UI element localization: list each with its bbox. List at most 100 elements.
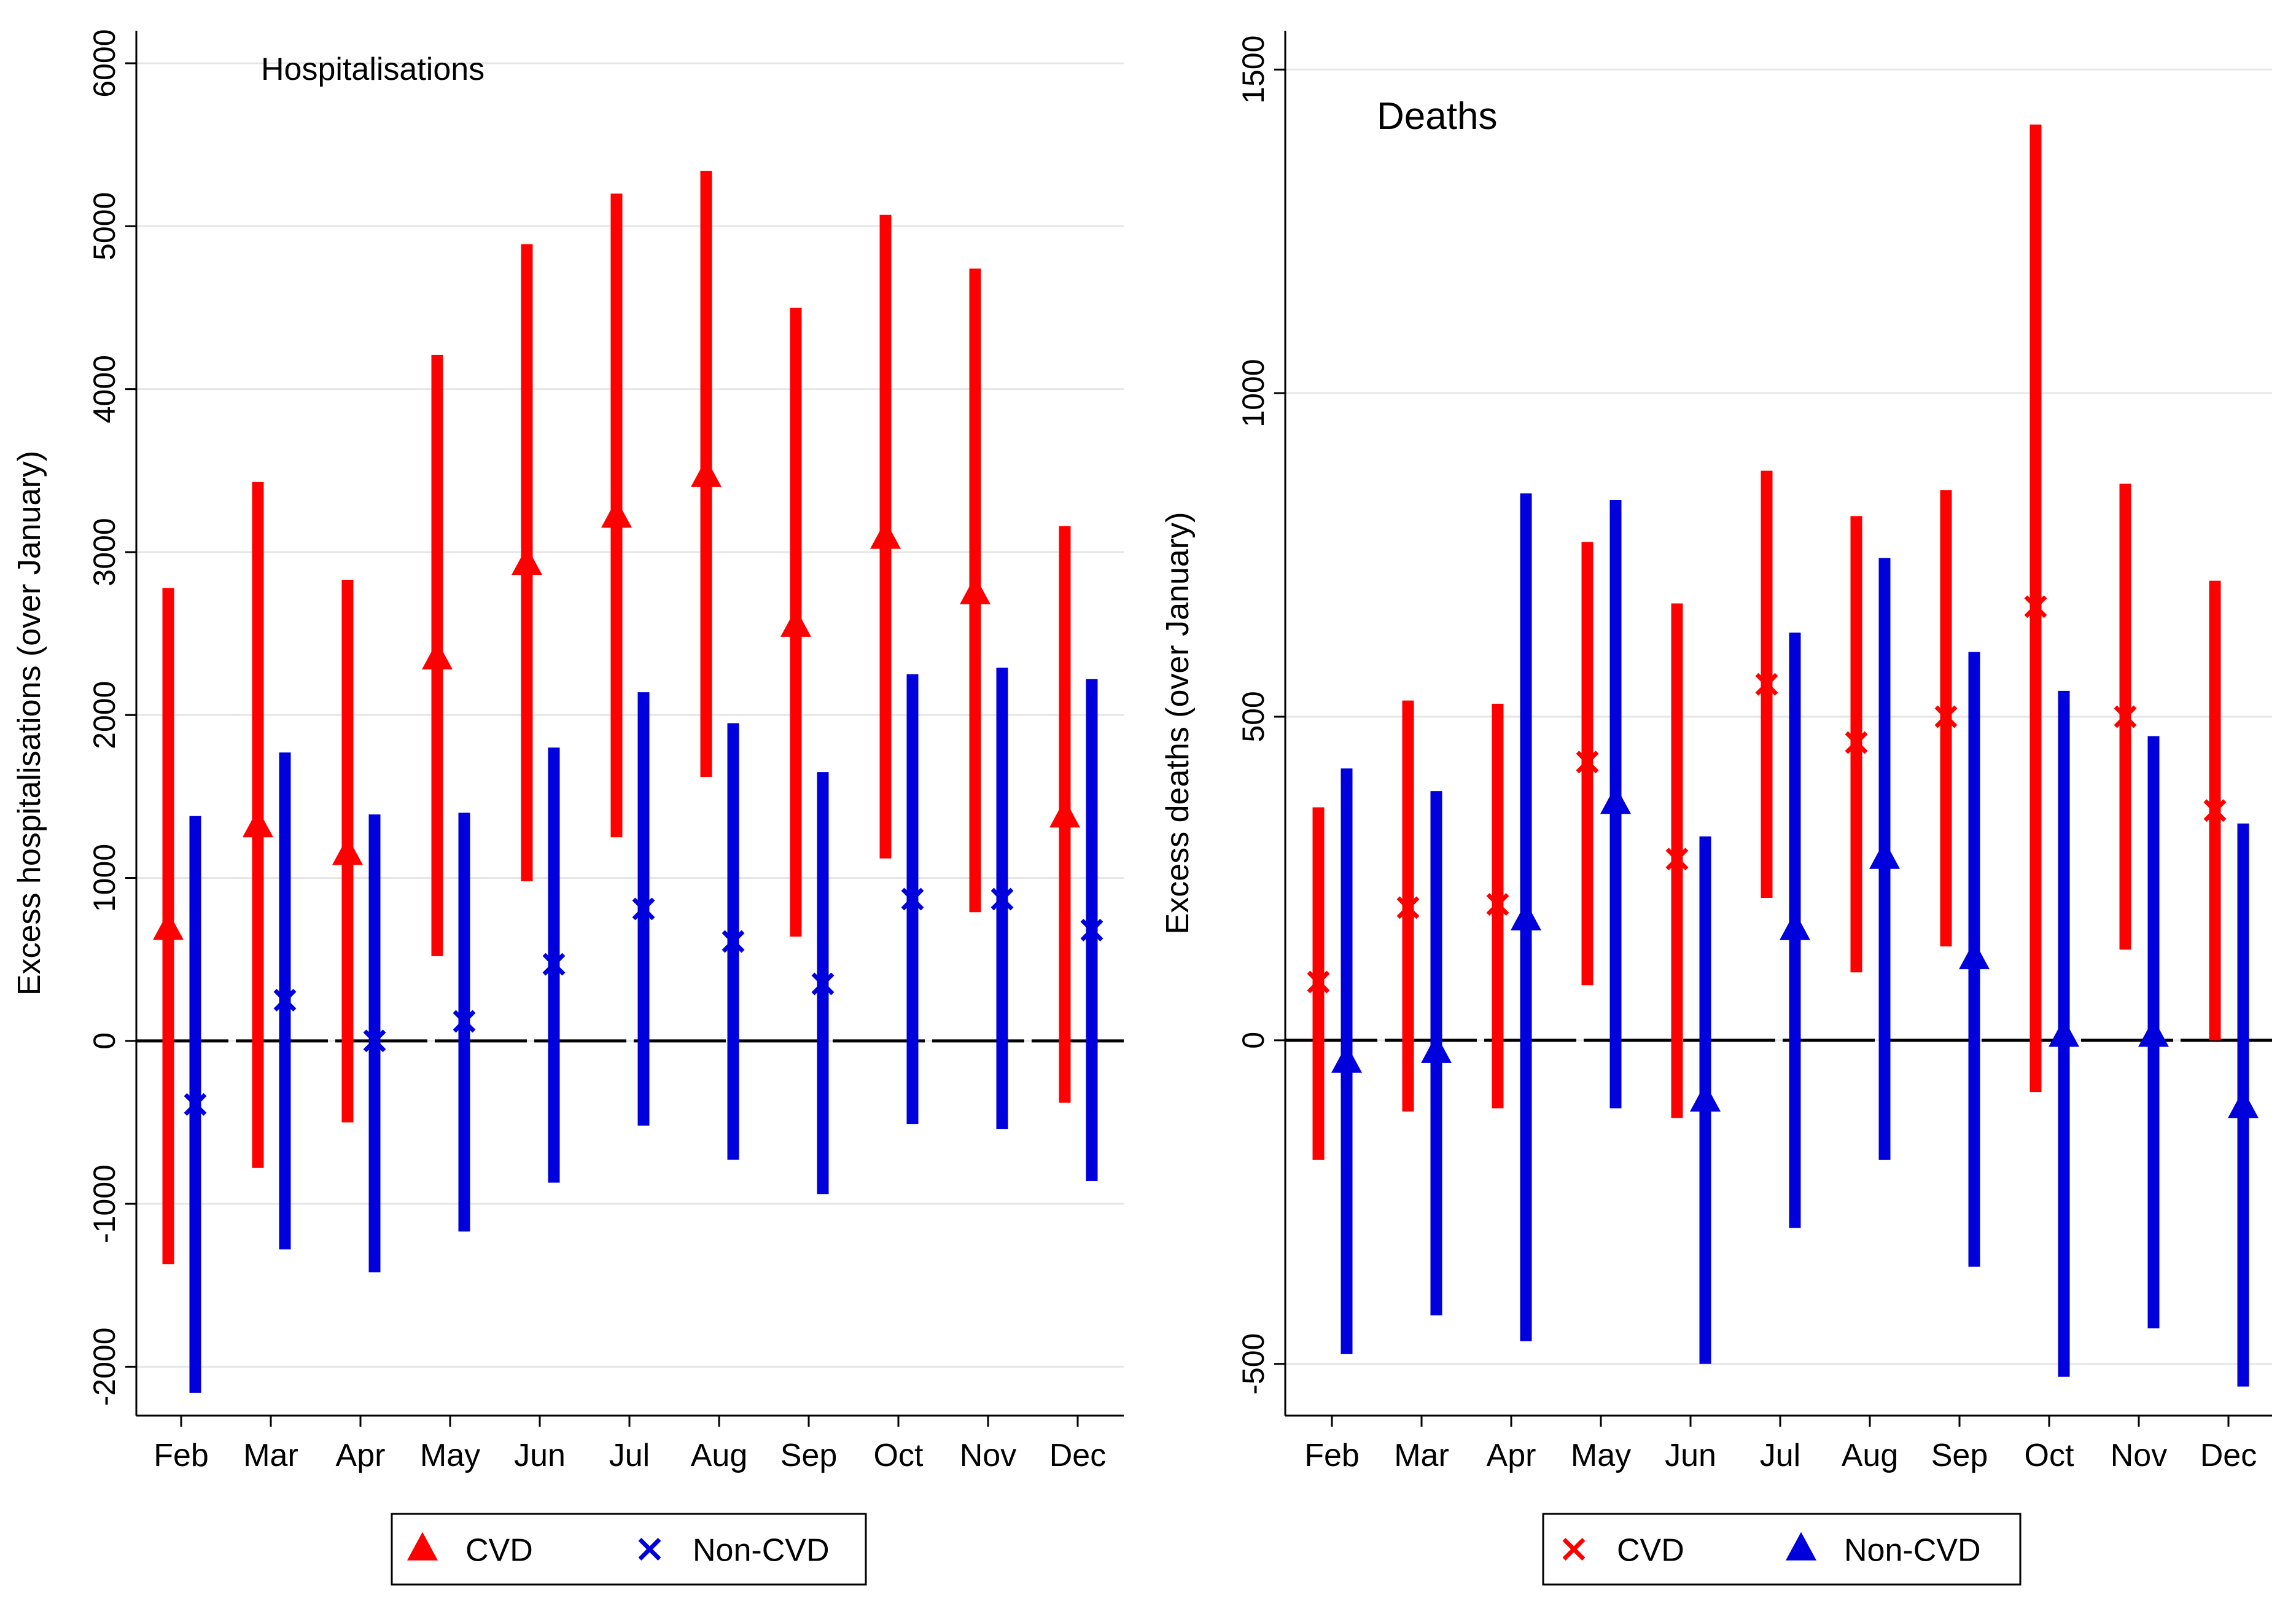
x-tick-label: Apr: [336, 1438, 386, 1473]
y-tick-label: 2000: [87, 681, 122, 749]
legend-marker: [407, 1532, 438, 1561]
x-tick-label: Oct: [874, 1438, 924, 1473]
point-estimate-marker: [1959, 940, 1990, 970]
x-tick-label: Nov: [2111, 1438, 2167, 1473]
x-tick-label: Dec: [1049, 1438, 1106, 1473]
y-tick-label: 0: [87, 1032, 122, 1050]
point-estimate-marker: [512, 546, 542, 575]
point-estimate-marker: [2203, 799, 2227, 822]
chart-title: Hospitalisations: [261, 52, 484, 87]
legend: CVD Non-CVD: [1542, 1513, 2022, 1586]
point-estimate-marker: [2024, 595, 2047, 618]
legend-marker: [1562, 1538, 1586, 1561]
point-estimate-marker: [1511, 902, 1541, 930]
x-tick-label: Jul: [609, 1438, 650, 1473]
x-tick-label: Jun: [1665, 1438, 1716, 1473]
x-tick-label: Jul: [1760, 1438, 1800, 1473]
point-estimate-marker: [1331, 1044, 1362, 1073]
point-estimate-marker: [332, 836, 363, 865]
x-tick-label: May: [1571, 1438, 1631, 1473]
point-estimate-marker: [422, 641, 453, 669]
x-tick-label: Aug: [1842, 1438, 1899, 1473]
y-tick-label: 500: [1236, 691, 1271, 742]
y-tick-label: 6000: [87, 29, 122, 97]
y-tick-label: 1000: [87, 844, 122, 912]
point-estimate-marker: [184, 1093, 207, 1116]
point-estimate-marker: [542, 953, 566, 976]
point-estimate-marker: [691, 458, 722, 487]
point-estimate-marker: [2114, 705, 2137, 728]
point-estimate-marker: [1421, 1034, 1452, 1063]
point-estimate-marker: [1080, 918, 1103, 942]
hospitalisations-panel: -2000 -1000 0 1000 2000 3000 4000 5000 6000 Feb Ma…: [12, 29, 1124, 1586]
point-estimate-marker: [1665, 848, 1689, 871]
y-tick-label: 1000: [1236, 359, 1271, 427]
point-estimate-marker: [2138, 1018, 2169, 1047]
series-cvd: [153, 171, 1080, 1265]
point-estimate-marker: [1576, 750, 1599, 774]
point-estimate-marker: [1307, 970, 1330, 994]
point-estimate-marker: [453, 1010, 476, 1033]
y-tick-label: 1500: [1236, 36, 1271, 104]
x-tick-label: Aug: [691, 1438, 748, 1473]
series-cvd: [1307, 124, 2227, 1160]
x-tick-label: Apr: [1487, 1438, 1536, 1473]
point-estimate-marker: [1600, 785, 1631, 814]
legend-label: CVD: [1617, 1533, 1684, 1569]
legend-box: [1542, 1513, 2022, 1586]
y-tick-label: 3000: [87, 518, 122, 586]
point-estimate-marker: [601, 499, 632, 528]
x-tick-label: Mar: [1394, 1438, 1449, 1473]
legend-marker: [638, 1538, 661, 1561]
point-estimate-marker: [990, 887, 1014, 911]
y-tick-label: -2000: [87, 1327, 122, 1406]
y-tick-label: -1000: [87, 1164, 122, 1243]
point-estimate-marker: [1049, 799, 1080, 828]
point-estimate-marker: [1845, 731, 1868, 754]
point-estimate-marker: [2049, 1018, 2079, 1047]
x-tick-label: Feb: [1304, 1438, 1360, 1473]
point-estimate-marker: [1869, 840, 1900, 869]
point-estimate-marker: [1690, 1083, 1721, 1112]
y-tick-label: 5000: [87, 192, 122, 260]
point-estimate-marker: [960, 575, 990, 604]
point-estimate-marker: [901, 887, 924, 911]
y-tick-label: 0: [1236, 1032, 1271, 1049]
x-tick-label: Dec: [2200, 1438, 2257, 1473]
y-axis: -500 0 500 1000 1500: [1236, 36, 1285, 1395]
legend-label: Non-CVD: [693, 1533, 830, 1569]
legend: CVD Non-CVD: [391, 1513, 867, 1586]
point-estimate-marker: [1934, 705, 1958, 728]
series-non-cvd: [184, 668, 1103, 1393]
point-estimate-marker: [363, 1029, 386, 1053]
point-estimate-marker: [243, 808, 273, 838]
x-tick-label: Mar: [243, 1438, 298, 1473]
legend-label: Non-CVD: [1844, 1533, 1981, 1569]
legend-box: [391, 1513, 867, 1586]
point-estimate-marker: [2228, 1090, 2259, 1118]
x-tick-label: Nov: [960, 1438, 1016, 1473]
x-tick-label: Oct: [2025, 1438, 2074, 1473]
series-non-cvd: [1331, 493, 2259, 1387]
y-tick-label: -500: [1236, 1333, 1271, 1395]
deaths-panel: -500 0 500 1000 1500 Feb Mar Apr May Jun Jul Aug Sep…: [1160, 31, 2272, 1586]
point-estimate-marker: [1755, 672, 1778, 696]
point-estimate-marker: [1486, 893, 1509, 916]
x-tick-label: Sep: [780, 1438, 838, 1473]
x-tick-label: Sep: [1931, 1438, 1988, 1473]
legend-marker: [1786, 1532, 1816, 1561]
point-estimate-marker: [870, 520, 901, 549]
y-tick-label: 4000: [87, 355, 122, 423]
point-estimate-marker: [811, 972, 835, 996]
x-tick-label: Jun: [514, 1438, 566, 1473]
point-estimate-marker: [632, 897, 655, 921]
point-estimate-marker: [780, 608, 811, 637]
point-estimate-marker: [1780, 911, 1810, 940]
x-tick-label: May: [420, 1438, 480, 1473]
point-estimate-marker: [153, 911, 184, 940]
chart-title: Deaths: [1377, 95, 1497, 138]
legend-label: CVD: [465, 1533, 533, 1569]
x-tick-label: Feb: [154, 1438, 209, 1473]
point-estimate-marker: [722, 930, 745, 953]
